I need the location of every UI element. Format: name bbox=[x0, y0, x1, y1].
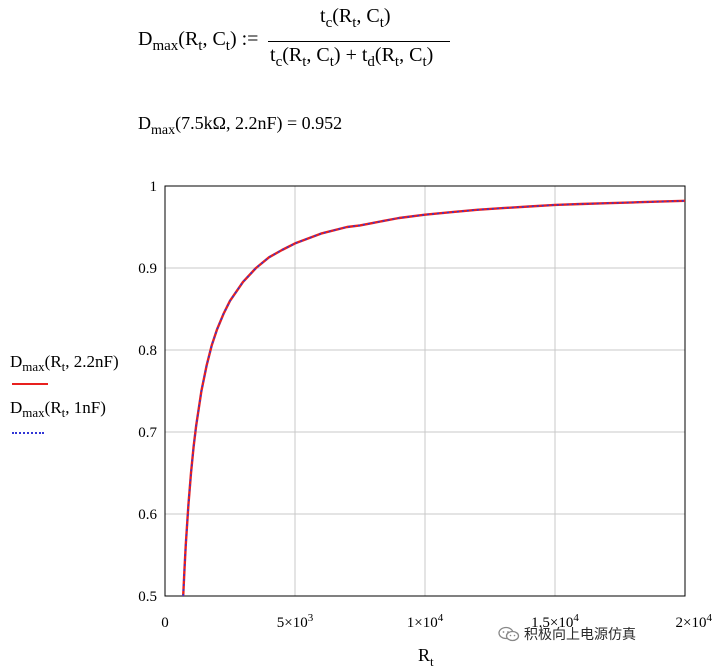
dmax-definition-lhs: Dmax(Rt, Ct) := bbox=[138, 28, 259, 54]
x-axis-label: Rt bbox=[418, 645, 434, 669]
y-tick-label: 0.7 bbox=[138, 425, 157, 441]
dmax-definition-numerator: tc(Rt, Ct) bbox=[320, 5, 391, 31]
dmax-definition-denominator: tc(Rt, Ct) + td(Rt, Ct) bbox=[270, 44, 434, 70]
y-tick-label: 1 bbox=[150, 179, 158, 195]
series-line-2.2nF bbox=[182, 199, 686, 597]
y-tick-label: 0.6 bbox=[138, 507, 157, 523]
watermark: 积极向上电源仿真 bbox=[498, 624, 636, 644]
x-tick-label: 0 bbox=[161, 615, 169, 631]
legend-swatch-dotted-blue bbox=[12, 432, 44, 434]
x-tick-label: 5×103 bbox=[277, 612, 314, 631]
y-tick-label: 0.9 bbox=[138, 261, 157, 277]
legend-entry-2.2nF: Dmax(Rt, 2.2nF) bbox=[10, 352, 119, 374]
y-tick-label: 0.5 bbox=[138, 589, 157, 605]
x-tick-label: 1.5×104 bbox=[531, 612, 579, 631]
grid-lines bbox=[164, 185, 686, 597]
dmax-evaluation: Dmax(7.5kΩ, 2.2nF) = 0.952 bbox=[138, 113, 343, 138]
series-lines bbox=[182, 199, 686, 597]
x-tick-labels: 0 5×103 1×104 1.5×104 2×104 bbox=[161, 612, 712, 631]
watermark-text: 积极向上电源仿真 bbox=[524, 627, 636, 643]
legend-entry-1nF: Dmax(Rt, 1nF) bbox=[10, 398, 106, 420]
x-tick-label: 1×104 bbox=[407, 612, 444, 631]
legend-swatch-solid-red bbox=[12, 383, 48, 385]
plot-area bbox=[164, 185, 686, 597]
series-line-1nF bbox=[182, 200, 686, 597]
fraction-bar bbox=[268, 41, 450, 42]
wechat-icon bbox=[498, 626, 520, 642]
y-tick-labels: 0.5 0.6 0.7 0.8 0.9 1 bbox=[138, 179, 157, 605]
x-tick-label: 2×104 bbox=[676, 612, 713, 631]
y-tick-label: 0.8 bbox=[138, 343, 157, 359]
